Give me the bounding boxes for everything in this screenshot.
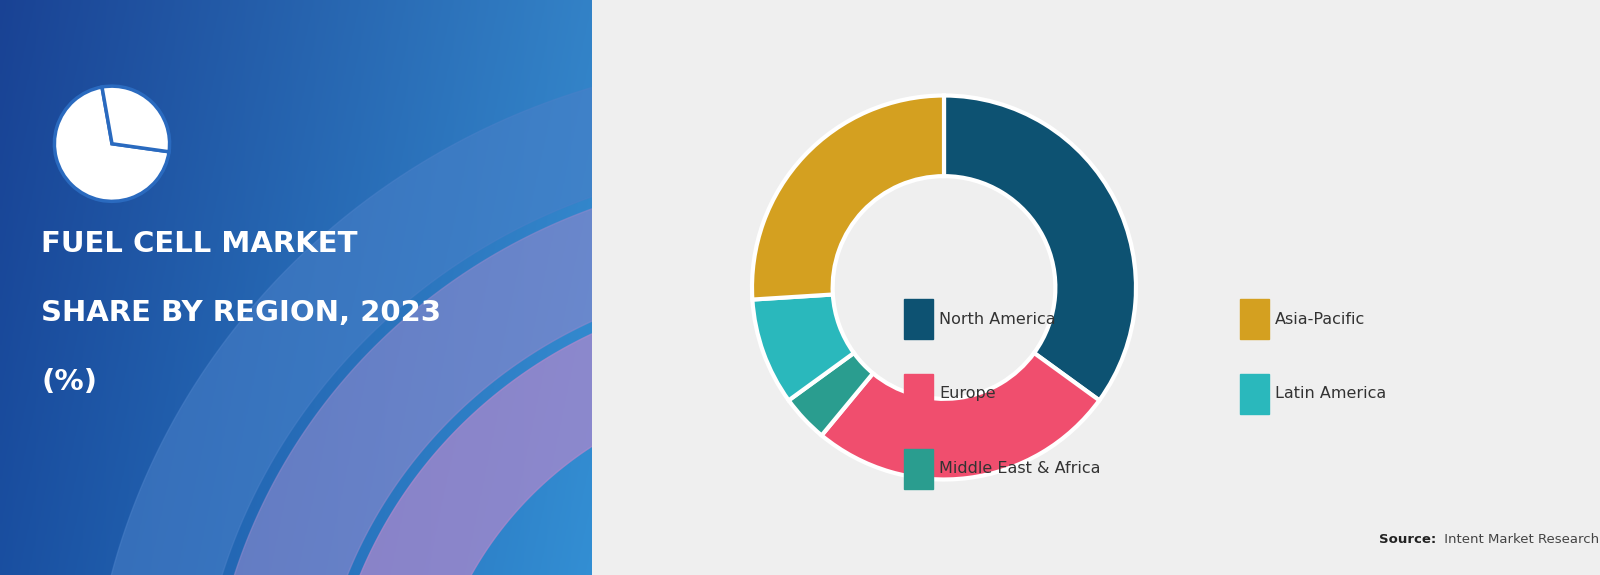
Text: North America: North America (939, 312, 1056, 327)
Polygon shape (216, 201, 650, 575)
Polygon shape (91, 68, 694, 575)
Text: Asia-Pacific: Asia-Pacific (1275, 312, 1365, 327)
Wedge shape (102, 86, 170, 152)
Wedge shape (822, 353, 1099, 480)
Wedge shape (112, 86, 168, 144)
Text: Intent Market Research Analysis: Intent Market Research Analysis (1440, 533, 1600, 546)
Text: Europe: Europe (939, 386, 995, 401)
Wedge shape (54, 87, 170, 201)
Polygon shape (342, 331, 642, 575)
Text: Source:: Source: (1379, 533, 1437, 546)
Text: SHARE BY REGION, 2023: SHARE BY REGION, 2023 (42, 299, 442, 327)
Wedge shape (944, 95, 1136, 400)
Wedge shape (789, 353, 874, 435)
Text: Middle East & Africa: Middle East & Africa (939, 461, 1101, 476)
Text: Latin America: Latin America (1275, 386, 1387, 401)
Text: (%): (%) (42, 368, 98, 396)
Wedge shape (752, 95, 944, 300)
Wedge shape (752, 294, 854, 400)
Wedge shape (54, 86, 170, 201)
Text: FUEL CELL MARKET: FUEL CELL MARKET (42, 230, 358, 258)
